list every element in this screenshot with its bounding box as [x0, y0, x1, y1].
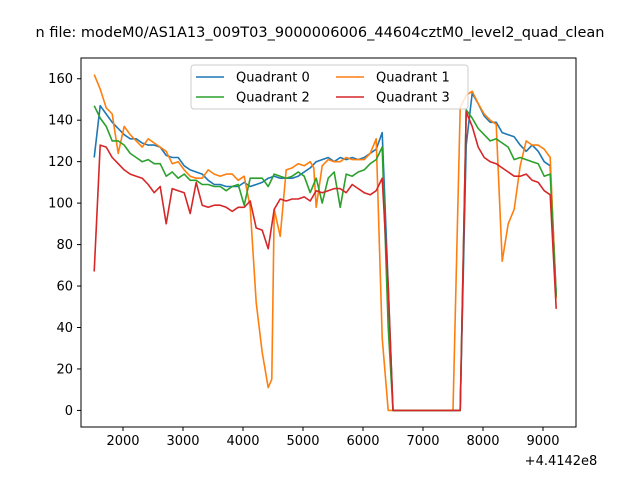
- x-axis: 2000 3000 4000 5000 6000 7000 8000 9000: [106, 427, 560, 449]
- legend-label-quadrant-3: Quadrant 3: [376, 91, 450, 106]
- legend: Quadrant 0 Quadrant 1 Quadrant 2 Quadrant 3: [190, 64, 469, 110]
- y-tick-label: 120: [48, 155, 73, 170]
- x-tick-label: 5000: [286, 434, 319, 449]
- x-tick-label: 4000: [226, 434, 259, 449]
- x-axis-offset-label: +4.4142e8: [525, 454, 598, 469]
- y-tick-label: 140: [48, 114, 73, 129]
- x-tick-label: 9000: [526, 434, 559, 449]
- y-tick-label: 40: [56, 321, 73, 336]
- chart-title: n file: modeM0/AS1A13_009T03_9000006006_…: [36, 25, 605, 41]
- plot-area: [80, 57, 577, 428]
- legend-label-quadrant-2: Quadrant 2: [236, 91, 310, 106]
- y-tick-label: 0: [65, 404, 73, 419]
- y-tick-label: 100: [48, 197, 73, 212]
- y-tick-label: 60: [56, 280, 73, 295]
- legend-label-quadrant-1: Quadrant 1: [376, 71, 450, 86]
- y-tick-label: 160: [48, 72, 73, 87]
- series-line-quadrant-1: [93, 74, 557, 412]
- y-tick-label: 80: [56, 238, 73, 253]
- series-layer: [93, 74, 557, 412]
- axes-background: [81, 58, 576, 427]
- legend-box: [190, 64, 469, 110]
- series-line-quadrant-2: [93, 105, 557, 412]
- x-tick-label: 2000: [106, 434, 139, 449]
- x-tick-label: 3000: [166, 434, 199, 449]
- x-tick-label: 6000: [346, 434, 379, 449]
- legend-label-quadrant-0: Quadrant 0: [236, 71, 310, 86]
- axes-border: [80, 57, 577, 428]
- y-axis: 0 20 40 60 80 100 120 140 160: [48, 72, 81, 419]
- x-tick-label: 8000: [466, 434, 499, 449]
- series-line-quadrant-3: [93, 111, 557, 412]
- x-tick-label: 7000: [406, 434, 439, 449]
- y-tick-label: 20: [56, 362, 73, 377]
